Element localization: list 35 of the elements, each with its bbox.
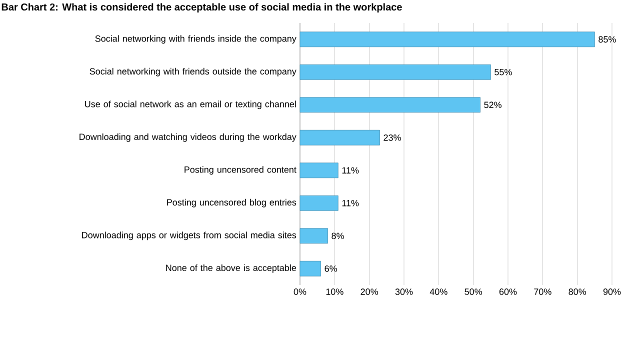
x-tick-label: 80% — [568, 288, 586, 295]
bar — [300, 97, 480, 113]
y-tick-label: Downloading apps or widgets from social media sites — [82, 232, 296, 240]
x-tick-label: 60% — [499, 288, 517, 295]
y-tick-label: Use of social network as an email or texting channel — [85, 100, 296, 110]
bar — [300, 260, 321, 276]
data-label: 85% — [598, 36, 616, 43]
y-tick-label: Social networking with friends inside the company — [95, 35, 296, 44]
bar — [300, 64, 491, 80]
x-tick-label: 90% — [603, 288, 621, 295]
bar — [300, 130, 380, 146]
bar — [300, 32, 595, 48]
data-label: 8% — [332, 232, 344, 240]
y-tick-label: Social networking with friends outside the company — [90, 68, 296, 76]
data-label: 23% — [384, 134, 401, 141]
x-tick-label: 40% — [430, 288, 448, 295]
data-label: 11% — [342, 200, 359, 206]
x-tick-label: 70% — [534, 288, 552, 295]
bar — [300, 195, 338, 211]
y-tick-label: Posting uncensored blog entries — [167, 198, 296, 208]
data-label: 6% — [324, 265, 338, 272]
data-label: 52% — [484, 102, 502, 108]
data-label: 55% — [494, 68, 512, 76]
y-tick-label: Downloading and watching videos during the workday — [80, 133, 296, 142]
data-label: 11% — [342, 167, 359, 174]
x-tick-label: 10% — [326, 288, 344, 295]
y-tick-label: Posting uncensored content — [184, 166, 296, 175]
text: Bar Chart 2: What is considered the acceptable use of social media in the workplace — [2, 3, 402, 13]
x-tick-label: 0% — [294, 288, 306, 295]
x-tick-label: 50% — [464, 288, 482, 295]
y-tick-label: None of the above is acceptable — [166, 264, 296, 273]
bar — [300, 162, 338, 178]
bar — [300, 228, 328, 244]
x-tick-label: 20% — [360, 288, 378, 295]
x-tick-label: 30% — [395, 288, 413, 295]
